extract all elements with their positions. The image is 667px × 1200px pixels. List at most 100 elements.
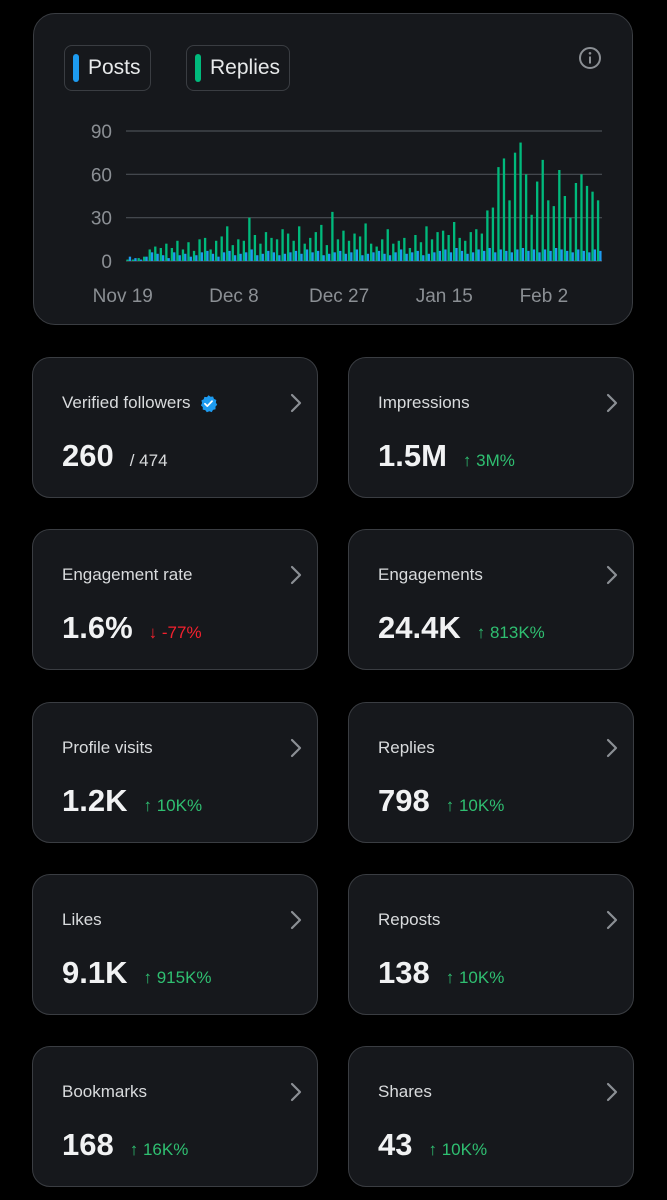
replies-bar[interactable] [458,237,461,261]
posts-bar[interactable] [488,248,491,261]
posts-bar[interactable] [577,249,580,261]
posts-bar[interactable] [388,255,392,261]
card-reposts[interactable]: Reposts 138 ↑ 10K% [348,874,634,1015]
posts-bar[interactable] [449,252,453,261]
replies-bar[interactable] [331,211,334,261]
posts-bar[interactable] [328,253,331,261]
replies-bar[interactable] [414,235,417,261]
replies-bar[interactable] [530,214,533,261]
posts-bar[interactable] [560,249,563,261]
replies-bar[interactable] [519,142,522,261]
replies-bar[interactable] [591,191,594,261]
posts-bar[interactable] [167,258,170,261]
replies-bar[interactable] [375,246,378,261]
replies-bar[interactable] [237,239,240,261]
card-engagement-rate[interactable]: Engagement rate 1.6% ↓ -77% [32,529,318,670]
replies-bar[interactable] [464,240,467,261]
posts-bar[interactable] [433,252,436,261]
posts-bar[interactable] [211,253,215,261]
replies-bar[interactable] [154,246,157,261]
replies-bar[interactable] [480,233,483,261]
replies-bar[interactable] [425,226,428,261]
replies-bar[interactable] [486,210,489,261]
replies-bar[interactable] [303,243,306,261]
posts-bar[interactable] [350,252,353,261]
posts-bar[interactable] [571,252,574,261]
posts-bar[interactable] [339,250,342,261]
posts-bar[interactable] [222,252,226,261]
posts-bar[interactable] [477,249,480,261]
posts-bar[interactable] [173,252,176,261]
replies-bar[interactable] [386,229,389,261]
posts-bar[interactable] [372,252,375,261]
posts-bar[interactable] [206,250,209,261]
replies-bar[interactable] [275,239,279,261]
posts-bar[interactable] [228,250,231,261]
posts-bar[interactable] [505,250,508,261]
replies-bar[interactable] [541,159,544,261]
posts-bar[interactable] [532,249,536,261]
replies-bar[interactable] [436,232,439,261]
posts-bar[interactable] [416,250,419,261]
replies-bar[interactable] [392,243,395,261]
legend-posts-toggle[interactable]: Posts [64,45,151,91]
posts-bar[interactable] [527,250,530,261]
replies-bar[interactable] [430,239,434,261]
posts-bar[interactable] [200,252,204,261]
card-bookmarks[interactable]: Bookmarks 168 ↑ 16K% [32,1046,318,1187]
replies-bar[interactable] [143,256,146,261]
posts-bar[interactable] [422,255,425,261]
posts-bar[interactable] [134,258,137,261]
posts-bar[interactable] [516,249,519,261]
replies-bar[interactable] [403,237,406,261]
replies-bar[interactable] [176,240,179,261]
replies-bar[interactable] [563,196,567,261]
replies-bar[interactable] [281,229,284,261]
replies-bar[interactable] [170,248,174,261]
posts-bar[interactable] [278,255,281,261]
posts-bar[interactable] [510,252,513,261]
posts-bar[interactable] [184,253,187,261]
posts-bar[interactable] [233,255,237,261]
replies-bar[interactable] [502,158,506,261]
posts-bar[interactable] [361,255,364,261]
replies-bar[interactable] [264,232,268,261]
posts-bar[interactable] [566,250,569,261]
replies-bar[interactable] [475,229,478,261]
replies-bar[interactable] [408,248,412,261]
replies-bar[interactable] [536,181,539,261]
posts-bar[interactable] [405,253,408,261]
posts-bar[interactable] [195,255,198,261]
posts-bar[interactable] [311,252,314,261]
replies-bar[interactable] [558,170,561,261]
legend-replies-toggle[interactable]: Replies [186,45,291,91]
replies-bar[interactable] [336,239,340,261]
replies-bar[interactable] [447,235,450,261]
posts-bar[interactable] [161,255,165,261]
posts-bar[interactable] [245,252,248,261]
replies-bar[interactable] [181,249,185,261]
replies-bar[interactable] [381,239,384,261]
replies-bar[interactable] [364,223,367,261]
replies-bar[interactable] [585,185,589,261]
replies-bar[interactable] [453,222,456,261]
replies-bar[interactable] [259,243,262,261]
replies-bar[interactable] [524,174,528,261]
posts-bar[interactable] [377,250,381,261]
replies-bar[interactable] [397,240,400,261]
card-verified-followers[interactable]: Verified followers 260 / 474 [32,357,318,498]
posts-bar[interactable] [593,249,597,261]
posts-bar[interactable] [427,253,430,261]
replies-bar[interactable] [203,237,207,261]
posts-bar[interactable] [471,252,475,261]
posts-bar[interactable] [217,256,220,261]
replies-bar[interactable] [491,207,495,261]
replies-bar[interactable] [220,236,223,261]
replies-bar[interactable] [353,233,356,261]
card-shares[interactable]: Shares 43 ↑ 10K% [348,1046,634,1187]
posts-bar[interactable] [344,253,347,261]
posts-bar[interactable] [383,253,386,261]
replies-bar[interactable] [242,240,245,261]
replies-bar[interactable] [159,248,162,261]
posts-bar[interactable] [366,253,370,261]
